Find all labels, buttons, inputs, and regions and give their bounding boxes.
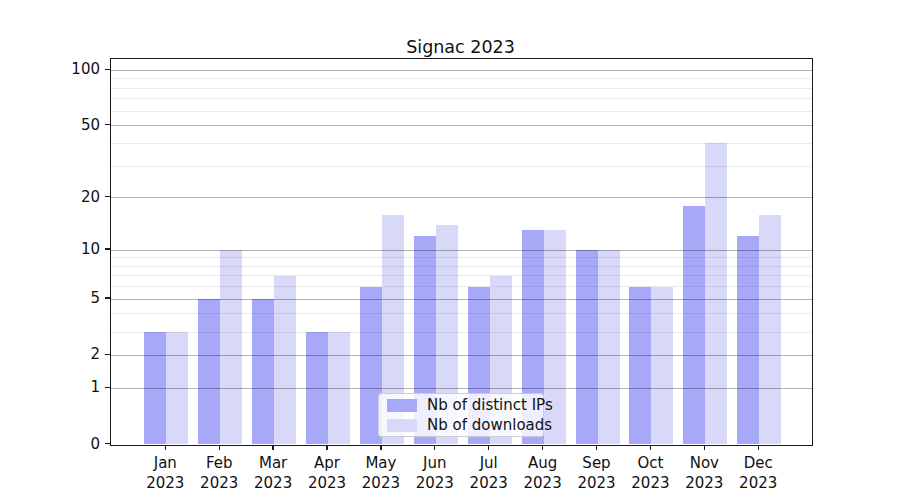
x-tick-label-feb: Feb 2023 — [189, 453, 249, 493]
x-tick-apr — [326, 445, 327, 450]
gridline-y-20 — [111, 197, 812, 198]
gridline-y-100 — [111, 70, 812, 71]
x-tick-jun — [434, 445, 435, 450]
gridline-y-70 — [111, 98, 812, 99]
x-tick-label-jun: Jun 2023 — [405, 453, 465, 493]
legend-swatch-distinct-ips — [387, 399, 417, 412]
y-tick-20 — [105, 196, 110, 197]
legend-item-distinct-ips: Nb of distinct IPs — [379, 396, 543, 414]
y-tick-label-5: 5 — [38, 289, 100, 307]
signac-2023-chart: Signac 2023 0 1 2 5 10 20 50 100 Jan 2023Feb 202… — [0, 0, 900, 500]
legend-item-downloads: Nb of downloads — [379, 416, 543, 434]
x-tick-label-jul: Jul 2023 — [459, 453, 519, 493]
x-tick-jul — [488, 445, 489, 450]
x-tick-label-mar: Mar 2023 — [243, 453, 303, 493]
y-tick-label-2: 2 — [38, 345, 100, 363]
gridline-y-60 — [111, 111, 812, 112]
y-tick-label-100: 100 — [38, 60, 100, 78]
bar-nb-of-distinct-ips-oct — [629, 287, 651, 445]
bar-nb-of-distinct-ips-mar — [252, 299, 274, 444]
y-tick-1 — [105, 387, 110, 388]
gridline-y-4 — [111, 313, 812, 314]
x-tick-oct — [650, 445, 651, 450]
gridline-y-40 — [111, 143, 812, 144]
legend-swatch-downloads — [387, 419, 417, 432]
gridline-y-90 — [111, 78, 812, 79]
y-tick-label-1: 1 — [38, 378, 100, 396]
bar-nb-of-downloads-nov — [705, 143, 727, 444]
bar-nb-of-downloads-feb — [220, 250, 242, 444]
x-tick-label-apr: Apr 2023 — [297, 453, 357, 493]
gridline-y-80 — [111, 88, 812, 89]
x-tick-jan — [165, 445, 166, 450]
gridline-y-3 — [111, 332, 812, 333]
bar-nb-of-distinct-ips-dec — [737, 236, 759, 444]
legend-label-distinct-ips: Nb of distinct IPs — [427, 396, 553, 414]
bar-nb-of-downloads-oct — [651, 287, 673, 445]
y-tick-label-50: 50 — [38, 116, 100, 134]
x-tick-mar — [272, 445, 273, 450]
x-tick-label-jan: Jan 2023 — [135, 453, 195, 493]
legend-label-downloads: Nb of downloads — [427, 416, 552, 434]
bar-nb-of-downloads-sep — [598, 250, 620, 444]
bar-nb-of-downloads-mar — [274, 276, 296, 445]
gridline-y-2 — [111, 355, 812, 356]
x-tick-feb — [219, 445, 220, 450]
x-tick-label-dec: Dec 2023 — [728, 453, 788, 493]
x-tick-sep — [596, 445, 597, 450]
bar-nb-of-distinct-ips-sep — [576, 250, 598, 444]
y-tick-2 — [105, 354, 110, 355]
legend: Nb of distinct IPs Nb of downloads — [378, 393, 544, 437]
x-tick-label-sep: Sep 2023 — [567, 453, 627, 493]
y-tick-0 — [105, 443, 110, 444]
plot-area — [110, 58, 813, 446]
y-tick-label-0: 0 — [38, 435, 100, 453]
bar-nb-of-distinct-ips-nov — [683, 206, 705, 445]
chart-title: Signac 2023 — [110, 37, 811, 57]
x-tick-label-oct: Oct 2023 — [620, 453, 680, 493]
x-tick-label-aug: Aug 2023 — [513, 453, 573, 493]
gridline-y-1 — [111, 388, 812, 389]
x-tick-may — [380, 445, 381, 450]
x-tick-aug — [542, 445, 543, 450]
x-tick-nov — [704, 445, 705, 450]
gridline-y-6 — [111, 286, 812, 287]
gridline-y-10 — [111, 250, 812, 251]
gridline-y-30 — [111, 166, 812, 167]
x-tick-label-may: May 2023 — [351, 453, 411, 493]
gridline-y-7 — [111, 275, 812, 276]
x-tick-label-nov: Nov 2023 — [674, 453, 734, 493]
bar-nb-of-distinct-ips-feb — [198, 299, 220, 444]
gridline-y-9 — [111, 257, 812, 258]
y-tick-label-20: 20 — [38, 188, 100, 206]
gridline-y-5 — [111, 299, 812, 300]
y-tick-50 — [105, 124, 110, 125]
x-tick-dec — [758, 445, 759, 450]
gridline-y-50 — [111, 125, 812, 126]
y-tick-100 — [105, 69, 110, 70]
y-tick-label-10: 10 — [38, 240, 100, 258]
gridline-y-8 — [111, 266, 812, 267]
y-tick-5 — [105, 297, 110, 298]
y-tick-10 — [105, 248, 110, 249]
